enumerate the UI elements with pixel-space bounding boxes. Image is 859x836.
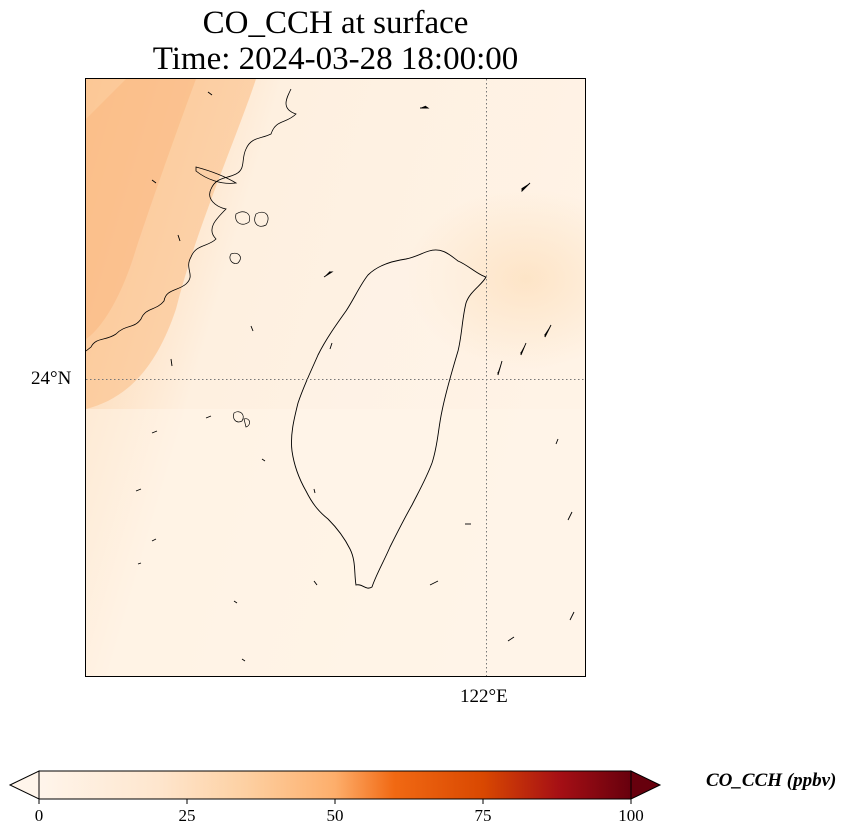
wind-arrow (241, 658, 246, 662)
concentration-plume-core (86, 79, 196, 339)
wind-arrow (137, 562, 142, 565)
wind-arrow (177, 234, 181, 242)
colorbar-label: CO_CCH (ppbv) (706, 770, 837, 791)
wind-arrow (520, 342, 527, 356)
wind-vectors (135, 91, 575, 662)
concentration-east-patch (406, 189, 585, 369)
coast-islands (229, 211, 269, 264)
map-title-line2: Time: 2024-03-28 18:00:00 (152, 41, 519, 77)
wind-arrow (313, 488, 316, 494)
colorbar-tick-marks (38, 799, 632, 804)
colorbar-tick-label: 25 (178, 806, 196, 825)
wind-arrow (329, 342, 333, 350)
colorbar-tick-label: 75 (474, 806, 492, 825)
wind-arrow (555, 438, 559, 445)
wind-arrow (233, 600, 238, 604)
longitude-tick-label: 122°E (460, 686, 508, 707)
coast-bay (195, 166, 238, 184)
wind-arrow (507, 636, 515, 642)
wind-arrow (323, 271, 334, 278)
wind-arrow (261, 458, 266, 462)
concentration-south-field (86, 409, 585, 676)
colorbar-tick-label: 100 (618, 806, 644, 825)
wind-arrow (544, 324, 552, 338)
wind-arrow (207, 91, 430, 109)
wind-arrow (151, 179, 157, 184)
colorbar-extend-low (8, 770, 40, 800)
taiwan-coastline (291, 249, 487, 589)
map-title-line1: CO_CCH at surface (202, 5, 469, 41)
map-panel[interactable] (85, 78, 586, 677)
wind-arrow (521, 182, 531, 193)
coast-penghu (233, 411, 250, 428)
wind-arrow (205, 415, 212, 419)
wind-arrow (135, 488, 142, 492)
colorbar-body (38, 770, 632, 800)
wind-arrow (567, 511, 573, 521)
latitude-tick-label: 24°N (31, 368, 72, 389)
wind-arrow (151, 430, 158, 434)
wind-arrow (250, 325, 254, 332)
wind-arrow (429, 580, 439, 586)
map-canvas (86, 79, 585, 676)
colorbar (8, 770, 662, 804)
wind-arrow (497, 360, 503, 376)
wind-arrow (170, 358, 173, 367)
colorbar-extend-high (630, 770, 662, 800)
mainland-coastline (86, 88, 297, 352)
colorbar-tick-label: 50 (326, 806, 344, 825)
wind-arrow (569, 611, 575, 621)
wind-arrow (313, 580, 318, 586)
colorbar-tick-label: 0 (34, 806, 44, 825)
wind-arrow (151, 538, 157, 542)
